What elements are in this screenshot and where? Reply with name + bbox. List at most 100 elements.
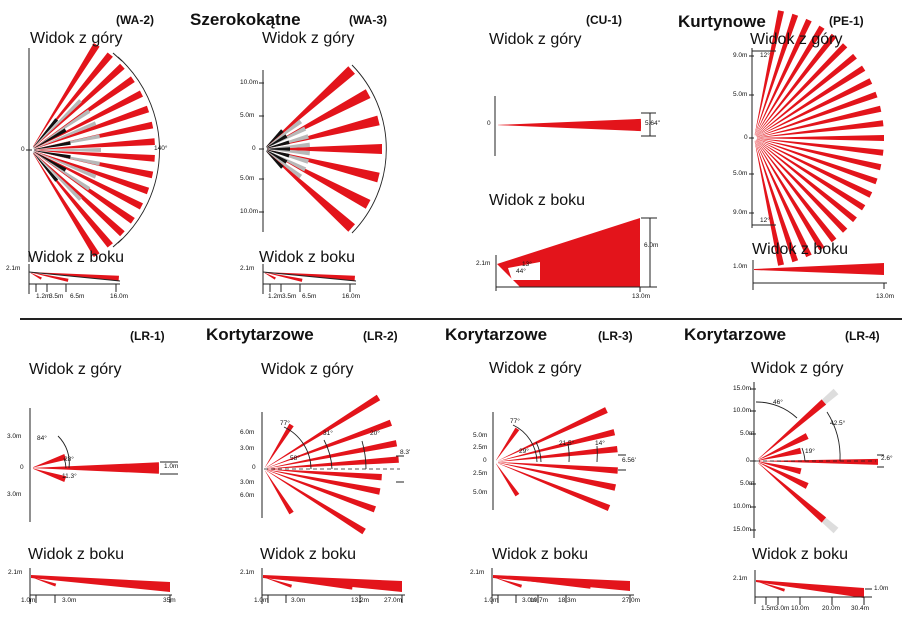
panel-code-lr1: (LR-1) [130,329,165,343]
pe1-beam [755,33,837,136]
pe1-beam [754,140,799,263]
lr4-beam [759,458,878,465]
category-heading-curtain: Kurtynowe [678,12,766,31]
wa2-side-beam [30,272,42,280]
wa3-side-beam [264,272,303,282]
wa3-beam [266,66,355,147]
category-heading-lr4: Korytarzowe [684,325,787,344]
side-view-label: Widok z boku [489,192,586,209]
lr4-beam [758,447,802,461]
pe1-beam [756,91,878,138]
lr2-beam [265,470,294,515]
wa3-inner-beam [266,149,290,158]
lr3-beam [498,462,618,474]
lr1-beam [33,467,159,474]
pe1-beam [756,138,878,185]
lr2-angle-arc [361,440,367,470]
pe1-beam [756,138,882,171]
arc-tick [112,238,123,248]
pe1-beam [756,43,848,136]
lr2-side-beam [263,575,402,592]
lr2-beam [267,469,382,481]
section-divider [20,318,902,320]
side-view-label: Widok z boku [259,249,356,266]
pe1-beam [757,135,884,141]
lr2-beam [266,394,381,468]
lr4-angle-arc [755,401,798,419]
top-view-label: Widok z góry [750,31,843,48]
pe1-beam [756,140,848,233]
lr3-beam [497,429,616,462]
wa3-inner-beam [267,147,290,151]
wa2-inner-beam [33,141,71,150]
panel-code-pe1: (PE-1) [829,14,864,28]
beams-layer [30,10,884,598]
wa2-inner-beam [33,150,71,159]
lr3-beam [497,463,611,511]
wa3-beam [266,151,355,232]
wa2-beam [34,151,150,195]
wa2-dead-zone [37,109,91,146]
side-view-label: Widok z boku [752,241,849,258]
wa2-inner-beam [33,151,67,172]
lr3-angle-arc [535,441,542,463]
wa2-inner-beam [32,152,59,182]
pe1-beam [756,78,873,137]
pe1-beam [755,18,812,136]
category-heading-lr3: Korytarzowe [445,325,548,344]
wa3-inner-beam [266,150,288,164]
wa2-beam [33,43,100,147]
lr4-beam-tip [821,517,839,534]
wa2-inner-beam [33,128,67,149]
lr3-side-beam [493,577,522,588]
wa3-inner-beam [266,134,288,148]
lr2-beam [267,456,399,469]
panel-code-wa2: (WA-2) [116,13,154,27]
wa3-dead-zone [269,149,310,156]
wa2-beam [33,153,100,257]
side-view-label: Widok z boku [260,546,357,563]
wa2-dead-zone [36,155,82,201]
lr4-beam [758,462,827,523]
pe1-beam [754,140,784,266]
top-view-label: Widok z góry [29,361,122,378]
side-view-label: Widok z boku [752,546,849,563]
pe1-beam [756,139,866,211]
lr1-angle-arc [63,457,67,469]
wa2-beam [35,138,155,150]
pe1-beam [756,139,873,198]
lr1-beam [32,468,67,482]
side-view-label: Widok z boku [492,546,589,563]
lr1-beam [33,462,159,469]
panel-code-wa3: (WA-3) [349,13,387,27]
cu1-angle-box [508,262,540,280]
lr1-side-beam [31,575,170,592]
lr3-beam [497,407,608,461]
wa3-beam [268,144,382,154]
pe1-beam [756,65,866,137]
side-view-label: Widok z boku [28,546,125,563]
pe1-beam [755,140,825,251]
lr4-side-beam [756,580,864,598]
panel-code-lr4: (LR-4) [845,329,880,343]
wa2-dead-zone [39,148,101,152]
wa2-beam [34,105,150,149]
lr1-angle-arc [57,435,70,469]
wa2-dead-zone [36,99,82,145]
category-heading-lr2: Kortytarzowe [206,325,314,344]
wa3-dead-zone [269,142,310,149]
lr4-angle-arc [801,447,806,462]
lr3-beam [498,446,618,462]
wa2-dead-zone [37,154,91,191]
pe1-beam [754,13,799,136]
wa2-inner-beam [32,118,59,148]
wa3-dead-zone [268,152,303,179]
lr3-beam [496,463,520,497]
lr3-beam [496,427,520,461]
lr4-side-beam [756,581,785,592]
lr2-beam [266,440,398,469]
wa2-dead-zone [38,121,97,148]
side-view-label: Widok z boku [28,249,125,266]
lr2-beam [266,469,376,513]
